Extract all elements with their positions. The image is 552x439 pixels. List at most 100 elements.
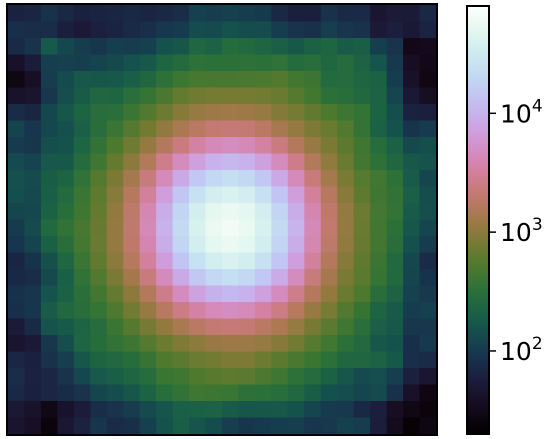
heatmap-cell (90, 21, 108, 39)
heatmap-cell (337, 285, 355, 303)
heatmap-cell (90, 120, 108, 138)
heatmap-cell (337, 153, 355, 171)
heatmap-cell (73, 384, 91, 402)
heatmap-cell (40, 203, 58, 221)
heatmap-cell (189, 203, 207, 221)
heatmap-cell (189, 417, 207, 435)
heatmap-cell (320, 302, 338, 320)
heatmap-cell (304, 203, 322, 221)
heatmap-cell (287, 170, 305, 188)
heatmap-cell (156, 236, 174, 254)
heatmap-cell (73, 401, 91, 419)
heatmap-cell (254, 384, 272, 402)
heatmap-cell (106, 21, 124, 39)
heatmap-cell (386, 186, 404, 204)
heatmap-cell (320, 21, 338, 39)
heatmap-cell (8, 252, 26, 270)
heatmap-cell (156, 384, 174, 402)
heatmap-cell (403, 21, 421, 39)
heatmap-cell (172, 335, 190, 353)
heatmap-cell (370, 186, 388, 204)
heatmap-cell (205, 335, 223, 353)
heatmap-cell (254, 186, 272, 204)
heatmap-cell (271, 203, 289, 221)
heatmap-cell (403, 384, 421, 402)
heatmap-cell (8, 285, 26, 303)
heatmap-cell (386, 120, 404, 138)
heatmap-cell (419, 351, 437, 369)
heatmap-cell (254, 219, 272, 237)
heatmap-cell (254, 203, 272, 221)
heatmap-cell (123, 5, 141, 23)
heatmap-cell (222, 170, 240, 188)
heatmap-cell (222, 219, 240, 237)
heatmap-cell (24, 5, 42, 23)
heatmap-cell (222, 71, 240, 89)
heatmap-cell (172, 368, 190, 386)
heatmap-cell (304, 368, 322, 386)
heatmap-cell (172, 236, 190, 254)
heatmap-cell (57, 170, 75, 188)
heatmap-cell (271, 269, 289, 287)
colorbar-tick-exponent: 4 (532, 96, 543, 116)
heatmap-cell (90, 252, 108, 270)
heatmap-cell (172, 252, 190, 270)
heatmap-cell (222, 153, 240, 171)
heatmap-cell (106, 368, 124, 386)
heatmap-cell (8, 269, 26, 287)
heatmap-cell (57, 384, 75, 402)
heatmap-cell (271, 252, 289, 270)
heatmap-cell (254, 401, 272, 419)
heatmap-cell (320, 71, 338, 89)
heatmap-cell (73, 170, 91, 188)
heatmap-cell (8, 170, 26, 188)
heatmap-cell (370, 252, 388, 270)
heatmap-cell (370, 417, 388, 435)
heatmap-cell (419, 5, 437, 23)
heatmap-cell (90, 236, 108, 254)
heatmap-cell (287, 351, 305, 369)
heatmap-cell (40, 87, 58, 105)
heatmap-cell (386, 318, 404, 336)
heatmap-cell (287, 38, 305, 56)
heatmap-cell (304, 351, 322, 369)
heatmap-cell (337, 120, 355, 138)
heatmap-cell (172, 104, 190, 122)
heatmap-cell (337, 335, 355, 353)
heatmap-cell (205, 252, 223, 270)
heatmap-cell (370, 269, 388, 287)
heatmap-cell (238, 120, 256, 138)
heatmap-cell (386, 302, 404, 320)
heatmap-cell (271, 87, 289, 105)
heatmap-cell (386, 203, 404, 221)
heatmap-cell (90, 285, 108, 303)
heatmap-cell (73, 120, 91, 138)
heatmap-cell (337, 368, 355, 386)
heatmap-cell (320, 351, 338, 369)
heatmap-cell (304, 285, 322, 303)
heatmap-cell (271, 54, 289, 72)
heatmap-cell (337, 87, 355, 105)
heatmap-cell (73, 302, 91, 320)
heatmap-cell (254, 351, 272, 369)
heatmap-cell (320, 5, 338, 23)
heatmap-cell (370, 302, 388, 320)
heatmap-cell (271, 104, 289, 122)
heatmap-cell (189, 38, 207, 56)
heatmap-cell (337, 318, 355, 336)
heatmap-cell (403, 104, 421, 122)
heatmap-cell (57, 368, 75, 386)
heatmap-cell (419, 318, 437, 336)
heatmap-cell (271, 384, 289, 402)
heatmap-cell (419, 104, 437, 122)
heatmap-cell (238, 219, 256, 237)
heatmap-cell (90, 335, 108, 353)
heatmap-cell (73, 219, 91, 237)
heatmap-cell (57, 203, 75, 221)
heatmap-cell (8, 87, 26, 105)
heatmap-cell (353, 236, 371, 254)
heatmap-cell (403, 401, 421, 419)
heatmap-cell (304, 417, 322, 435)
heatmap-cell (90, 351, 108, 369)
